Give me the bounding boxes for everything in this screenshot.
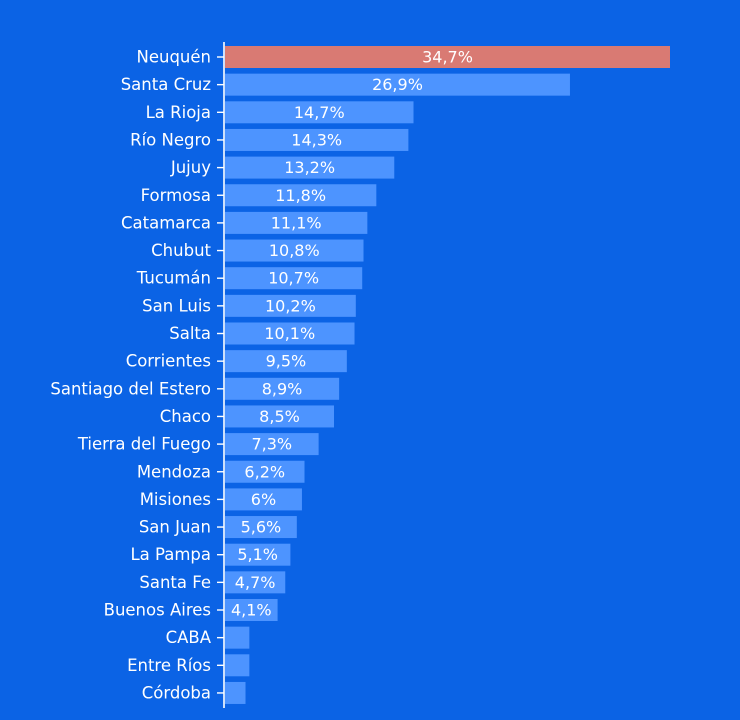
value-label: 10,7%: [268, 269, 319, 288]
value-label: 10,1%: [264, 324, 315, 343]
bar: [225, 128, 409, 151]
bar: [225, 101, 414, 124]
bar: [225, 626, 250, 649]
category-label: Santa Cruz: [121, 75, 211, 94]
bar: [225, 488, 302, 511]
value-label: 4,7%: [235, 573, 276, 592]
category-label: Mendoza: [137, 462, 211, 481]
bar: [225, 405, 335, 428]
category-label: Chubut: [151, 241, 211, 260]
value-labels: 34,7% 26,9% 14,7% 14,3% 13,2% 11,8% 11,1% 10,8%…: [231, 48, 473, 620]
ticks-layer: [217, 56, 224, 694]
value-label: 9,5%: [266, 352, 307, 371]
value-label: 10,2%: [265, 296, 316, 315]
value-label: 8,9%: [262, 379, 303, 398]
bar: [225, 73, 570, 96]
bar: [225, 460, 305, 483]
category-label: Misiones: [140, 490, 211, 509]
bar: [225, 571, 286, 594]
bar: [225, 322, 355, 345]
category-label: Buenos Aires: [104, 601, 211, 620]
category-label: Tucumán: [136, 269, 211, 288]
category-label: Corrientes: [126, 352, 211, 371]
value-label: 6%: [251, 490, 276, 509]
bars-layer: [225, 46, 670, 704]
category-label: CABA: [166, 628, 212, 647]
category-label: Tierra del Fuego: [77, 435, 211, 454]
category-label: Santiago del Estero: [50, 379, 211, 398]
bar: [225, 184, 377, 207]
bar: [225, 211, 368, 234]
category-label: Salta: [169, 324, 211, 343]
value-label: 13,2%: [284, 158, 335, 177]
value-label: 4,1%: [231, 601, 272, 620]
category-label: San Luis: [142, 296, 211, 315]
category-label: Chaco: [160, 407, 211, 426]
value-label: 11,8%: [275, 186, 326, 205]
bar: [225, 377, 340, 400]
value-label: 6,2%: [244, 462, 285, 481]
bar: [225, 46, 670, 68]
category-label: Córdoba: [142, 683, 211, 702]
category-label: Entre Ríos: [127, 656, 211, 675]
category-label: Santa Fe: [139, 573, 211, 592]
bar: [225, 433, 319, 456]
bar: [225, 516, 297, 539]
category-label: San Juan: [139, 518, 211, 537]
bar: [225, 654, 250, 677]
bar: [225, 681, 246, 704]
bar: [225, 350, 347, 373]
category-label: Jujuy: [170, 158, 211, 177]
bar: [225, 543, 291, 566]
category-label: La Rioja: [146, 103, 211, 122]
category-label: Neuquén: [137, 48, 212, 67]
bar: [225, 239, 364, 262]
category-labels: Neuquén Santa Cruz La Rioja Río Negro Jujuy F…: [50, 48, 211, 703]
value-label: 5,6%: [241, 518, 282, 537]
bar: [225, 267, 363, 290]
category-label: La Pampa: [130, 545, 211, 564]
bar: [225, 156, 395, 179]
value-label: 5,1%: [237, 545, 278, 564]
category-label: Formosa: [141, 186, 211, 205]
value-label: 11,1%: [271, 213, 322, 232]
value-label: 26,9%: [372, 75, 423, 94]
category-label: Río Negro: [130, 130, 211, 149]
value-label: 34,7%: [422, 48, 473, 67]
value-label: 14,7%: [294, 103, 345, 122]
value-label: 10,8%: [269, 241, 320, 260]
value-label: 8,5%: [259, 407, 300, 426]
bar: [225, 294, 356, 317]
value-label: 14,3%: [291, 130, 342, 149]
bar: [225, 599, 278, 621]
category-label: Catamarca: [121, 213, 211, 232]
value-label: 7,3%: [251, 435, 292, 454]
